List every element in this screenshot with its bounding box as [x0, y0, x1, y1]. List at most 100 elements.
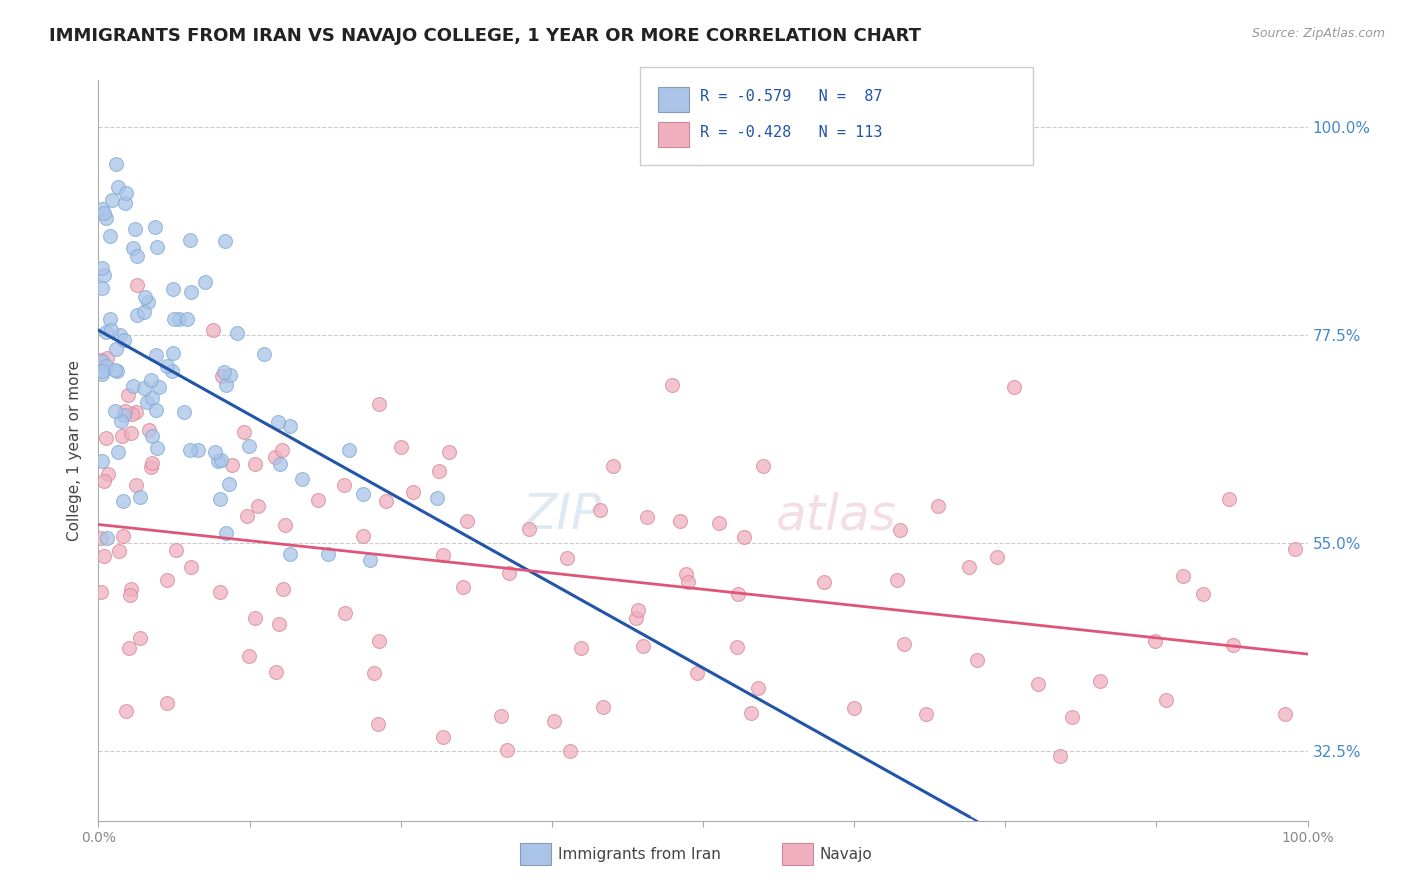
Point: [374, 494, 396, 508]
Y-axis label: College, 1 year or more: College, 1 year or more: [67, 360, 83, 541]
Point: [519, 522, 541, 536]
Point: [253, 346, 276, 360]
Point: [146, 240, 169, 254]
Text: Source: ZipAtlas.com: Source: ZipAtlas.com: [1251, 27, 1385, 40]
Point: [165, 543, 187, 558]
Point: [1274, 706, 1296, 721]
Point: [707, 516, 730, 531]
Text: ZIP: ZIP: [522, 491, 600, 540]
Point: [173, 405, 195, 419]
Point: [110, 414, 132, 428]
Point: [141, 391, 163, 405]
Point: [243, 611, 266, 625]
Point: [915, 706, 938, 721]
Text: Immigrants from Iran: Immigrants from Iran: [558, 847, 721, 862]
Point: [290, 472, 312, 486]
Point: [100, 323, 122, 337]
Point: [273, 582, 295, 596]
Point: [91, 202, 114, 216]
Point: [93, 549, 115, 563]
Point: [558, 744, 581, 758]
Point: [179, 560, 201, 574]
Point: [368, 396, 391, 410]
Point: [359, 553, 381, 567]
Point: [105, 364, 128, 378]
Point: [209, 585, 232, 599]
Point: [243, 457, 266, 471]
Point: [543, 714, 565, 728]
Point: [162, 282, 184, 296]
Point: [1156, 693, 1178, 707]
Point: [112, 493, 135, 508]
Point: [90, 353, 112, 368]
Point: [278, 419, 301, 434]
Point: [209, 492, 232, 507]
Point: [496, 743, 519, 757]
Point: [132, 304, 155, 318]
Point: [134, 290, 156, 304]
Point: [94, 431, 117, 445]
Point: [426, 491, 449, 505]
Point: [557, 550, 579, 565]
Point: [156, 574, 179, 588]
Point: [114, 704, 136, 718]
Point: [1222, 638, 1244, 652]
Point: [236, 508, 259, 523]
Point: [225, 326, 247, 341]
Point: [957, 560, 980, 574]
Point: [125, 277, 148, 292]
Point: [451, 580, 474, 594]
Point: [269, 457, 291, 471]
Point: [128, 490, 150, 504]
Point: [218, 477, 240, 491]
Point: [91, 454, 114, 468]
Point: [269, 617, 291, 632]
Point: [733, 530, 755, 544]
Point: [141, 429, 163, 443]
Point: [117, 388, 139, 402]
Point: [215, 378, 238, 392]
Point: [661, 378, 683, 392]
Point: [169, 312, 191, 326]
Point: [91, 368, 114, 382]
Point: [94, 325, 117, 339]
Point: [686, 666, 709, 681]
Point: [402, 485, 425, 500]
Point: [437, 445, 460, 459]
Point: [263, 450, 285, 464]
Point: [207, 454, 229, 468]
Point: [100, 194, 122, 208]
Point: [108, 328, 131, 343]
Point: [176, 312, 198, 326]
Point: [219, 368, 242, 382]
Point: [111, 429, 134, 443]
Point: [1218, 492, 1240, 507]
Point: [1026, 677, 1049, 691]
Point: [1171, 569, 1194, 583]
Point: [93, 474, 115, 488]
Point: [842, 701, 865, 715]
Point: [1049, 748, 1071, 763]
Point: [214, 235, 236, 249]
Point: [124, 221, 146, 235]
Point: [121, 241, 143, 255]
Point: [104, 363, 127, 377]
Point: [180, 285, 202, 300]
Point: [211, 369, 233, 384]
Point: [631, 639, 654, 653]
Point: [307, 493, 329, 508]
Point: [246, 500, 269, 514]
Point: [264, 665, 287, 679]
Point: [156, 696, 179, 710]
Point: [592, 699, 614, 714]
Point: [104, 157, 127, 171]
Point: [569, 640, 592, 655]
Point: [91, 354, 114, 368]
Point: [187, 442, 209, 457]
Point: [98, 311, 121, 326]
Point: [889, 523, 911, 537]
Point: [145, 442, 167, 456]
Point: [337, 442, 360, 457]
Text: R = -0.428   N = 113: R = -0.428 N = 113: [700, 125, 883, 139]
Point: [498, 566, 520, 580]
